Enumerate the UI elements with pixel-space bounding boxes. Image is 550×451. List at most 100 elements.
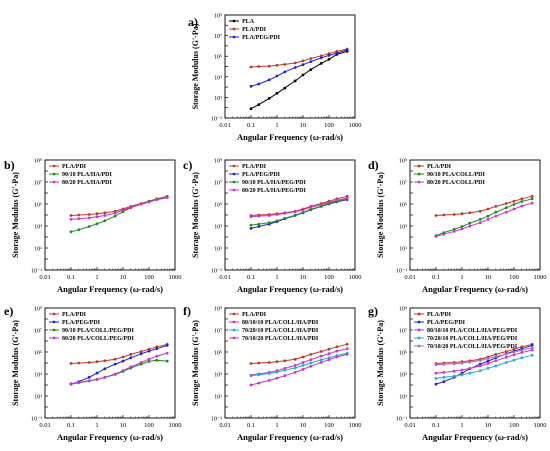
y-tick-label: 10¹ bbox=[34, 395, 42, 401]
data-point bbox=[327, 347, 331, 351]
panel-letter: d) bbox=[368, 158, 379, 172]
data-point bbox=[293, 366, 297, 370]
data-point bbox=[293, 213, 297, 217]
data-point bbox=[468, 360, 472, 364]
data-point bbox=[494, 364, 498, 368]
legend-label: 70/10/20 PLA/COLL/HA/PEG/PDI bbox=[427, 344, 518, 350]
x-tick-label: 1 bbox=[275, 122, 278, 129]
data-point bbox=[494, 355, 498, 358]
x-tick-label: 100 bbox=[509, 422, 519, 429]
x-tick-label: 0.01 bbox=[404, 422, 415, 429]
y-tick-label: 10⁷ bbox=[214, 34, 222, 40]
data-point bbox=[249, 107, 253, 111]
legend-marker bbox=[417, 344, 421, 348]
legend-marker bbox=[417, 172, 421, 176]
data-point bbox=[87, 375, 91, 379]
data-point bbox=[468, 221, 472, 225]
data-point bbox=[335, 345, 339, 349]
data-point bbox=[103, 219, 107, 223]
y-tick-label: 10⁻¹ bbox=[31, 269, 42, 275]
data-point bbox=[249, 223, 253, 227]
y-tick-label: 10³ bbox=[34, 225, 42, 231]
legend-label: 80/10/10 PLA/COLL/HA/PEG/PDI bbox=[427, 328, 518, 334]
legend-marker bbox=[417, 328, 421, 332]
data-point bbox=[257, 361, 261, 365]
legend-label: 70/20/10 PLA/COLL/HA/PDI bbox=[242, 328, 319, 334]
panel-a: a) 0.01 0.1 1 10 100 1000 10⁻¹ 10¹ 10³ 10⁵ 10⁷ 10⁹ An… bbox=[188, 14, 362, 143]
y-tick-label: 10⁵ bbox=[214, 55, 222, 61]
data-point bbox=[309, 68, 313, 71]
x-tick-label: 100 bbox=[324, 122, 334, 129]
data-point bbox=[165, 351, 169, 355]
data-point bbox=[283, 216, 287, 220]
legend-label: PLA/PDI bbox=[62, 164, 87, 170]
x-axis-label: Angular Frequency (ω-rad/s) bbox=[57, 284, 163, 294]
panel-letter: f) bbox=[183, 304, 191, 318]
data-point bbox=[129, 356, 133, 360]
data-point bbox=[139, 202, 143, 206]
x-tick-label: 1 bbox=[275, 274, 278, 281]
legend-label: 80/20 PLA/COLL/PEG/PDI bbox=[62, 336, 135, 342]
data-point bbox=[77, 381, 81, 384]
data-point bbox=[267, 214, 271, 217]
y-axis-label: Storage Modulus (G'-Pa) bbox=[11, 320, 20, 406]
data-point bbox=[87, 225, 91, 228]
data-point bbox=[301, 73, 305, 77]
y-tick-label: 10⁹ bbox=[214, 14, 222, 20]
x-tick-label: 10 bbox=[485, 422, 492, 429]
data-point bbox=[165, 344, 169, 347]
y-tick-label: 10⁻¹ bbox=[396, 269, 407, 275]
data-point bbox=[345, 342, 349, 346]
data-point bbox=[129, 365, 133, 369]
data-point bbox=[309, 205, 313, 209]
x-tick-label: 0.01 bbox=[219, 422, 230, 429]
x-tick-label: 0.01 bbox=[39, 274, 50, 281]
legend-marker bbox=[232, 320, 236, 324]
data-point bbox=[442, 371, 446, 374]
data-point bbox=[147, 200, 151, 204]
data-point bbox=[257, 214, 261, 218]
data-point bbox=[139, 361, 143, 364]
data-point bbox=[512, 203, 516, 206]
data-point bbox=[309, 358, 313, 362]
data-point bbox=[319, 203, 323, 206]
y-tick-label: 10³ bbox=[214, 75, 222, 81]
data-point bbox=[113, 357, 117, 361]
data-point bbox=[319, 54, 323, 58]
data-point bbox=[460, 373, 464, 377]
data-point bbox=[113, 214, 117, 218]
legend-marker bbox=[52, 328, 56, 332]
data-point bbox=[520, 348, 524, 352]
data-point bbox=[103, 367, 107, 371]
data-point bbox=[275, 213, 279, 216]
y-tick-label: 10⁵ bbox=[399, 351, 407, 357]
data-point bbox=[460, 227, 464, 231]
data-point bbox=[486, 214, 490, 218]
data-point bbox=[257, 222, 261, 226]
data-point bbox=[95, 371, 99, 375]
data-point bbox=[319, 361, 323, 364]
data-point bbox=[121, 369, 125, 373]
data-point bbox=[301, 208, 305, 212]
data-point bbox=[530, 197, 534, 201]
data-point bbox=[275, 376, 279, 380]
x-tick-label: 100 bbox=[509, 274, 519, 281]
data-point bbox=[460, 361, 464, 365]
data-point bbox=[530, 194, 534, 198]
data-point bbox=[335, 51, 339, 55]
legend-marker bbox=[232, 19, 236, 23]
data-point bbox=[530, 348, 534, 352]
x-axis-label: Angular Frequency (ω-rad/s) bbox=[237, 284, 343, 294]
legend-label: 80/20 PLA/HA/PDI bbox=[62, 180, 112, 186]
data-point bbox=[335, 349, 339, 353]
data-point bbox=[486, 359, 490, 363]
x-tick-label: 0.1 bbox=[432, 422, 440, 429]
legend-marker bbox=[232, 312, 236, 316]
y-axis-label: Storage Modulus (G'-Pa) bbox=[376, 172, 385, 258]
data-point bbox=[267, 379, 271, 382]
y-tick-label: 10¹ bbox=[399, 395, 407, 401]
data-point bbox=[327, 54, 331, 57]
data-point bbox=[121, 355, 125, 359]
data-point bbox=[301, 368, 305, 371]
data-point bbox=[504, 350, 508, 353]
